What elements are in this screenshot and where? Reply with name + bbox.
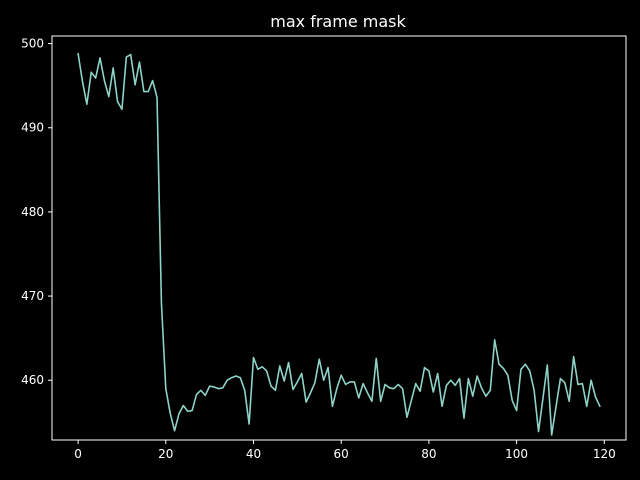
- x-tick-label: 60: [334, 447, 349, 461]
- x-tick-label: 0: [74, 447, 82, 461]
- chart-title: max frame mask: [270, 12, 406, 31]
- x-tick-label: 20: [158, 447, 173, 461]
- y-tick-label: 500: [21, 37, 44, 51]
- x-tick-label: 100: [505, 447, 528, 461]
- y-tick-label: 480: [21, 205, 44, 219]
- axes: 0 20 40 60 80 100 120 460 470 480 490 500: [21, 35, 627, 461]
- series-line: [77, 52, 601, 436]
- y-tick-label: 490: [21, 121, 44, 135]
- plot-frame: [51, 35, 627, 441]
- x-tick-label: 80: [421, 447, 436, 461]
- y-tick-label: 470: [21, 289, 44, 303]
- y-tick-label: 460: [21, 373, 44, 387]
- x-tick-label: 120: [593, 447, 616, 461]
- x-tick-label: 40: [246, 447, 261, 461]
